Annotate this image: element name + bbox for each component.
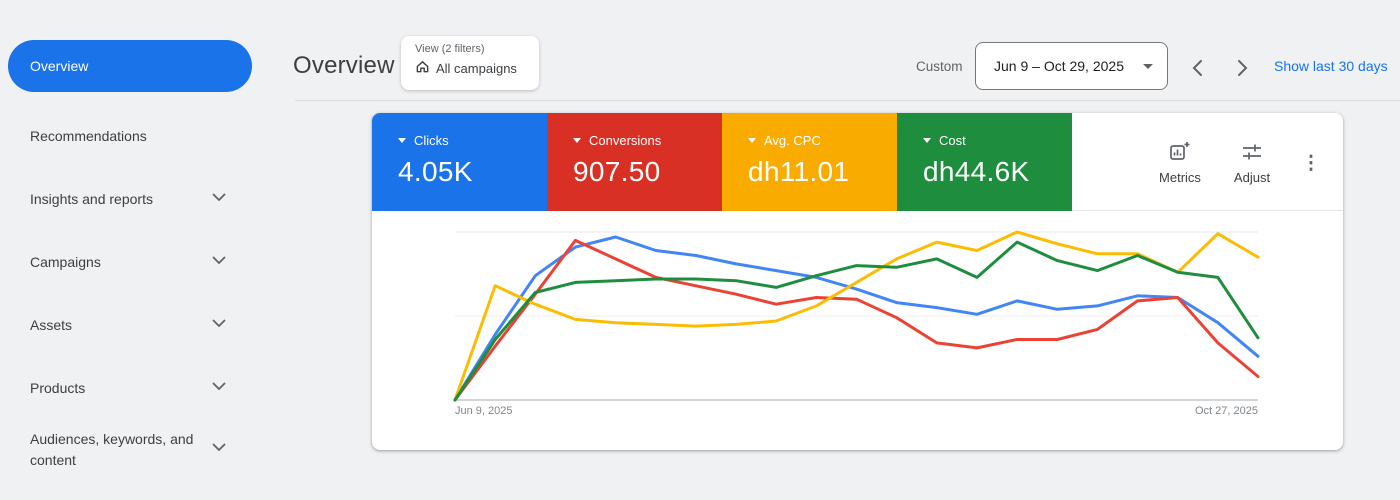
chevron-right-icon [1237,60,1247,76]
chevron-left-icon [1192,60,1202,76]
date-range-value: Jun 9 – Oct 29, 2025 [994,58,1124,74]
chevron-down-icon [212,443,226,451]
previous-period-button[interactable] [1183,54,1211,82]
metrics-button-label: Metrics [1159,170,1201,185]
adjust-button-label: Adjust [1233,170,1271,185]
metric-dropdown-icon [398,138,406,143]
sidebar-item-insights-and-reports[interactable]: Insights and reports [30,189,250,210]
sidebar: Overview Recommendations Insights and re… [0,0,280,500]
chevron-down-icon [212,193,226,201]
chevron-down-icon [212,319,226,327]
filter-summary: View (2 filters) [415,43,485,55]
header-divider [295,100,1400,101]
page-title: Overview [293,52,395,79]
metric-label: Avg. CPC [764,133,821,148]
metric-tile-row: Clicks 4.05K Conversions 907.50 Avg. CPC… [372,113,1343,211]
metric-dropdown-icon [573,138,581,143]
campaign-filter-box[interactable]: View (2 filters) All campaigns [401,36,539,90]
metric-value: 4.05K [398,156,473,187]
metric-dropdown-icon [748,138,756,143]
sidebar-item-recommendations[interactable]: Recommendations [30,126,250,147]
date-range-picker[interactable]: Jun 9 – Oct 29, 2025 [975,42,1168,90]
metric-tile-clicks[interactable]: Clicks 4.05K [372,113,547,211]
series-line-avg-cpc [453,230,1260,402]
sidebar-item-label: Campaigns [30,254,101,270]
metrics-button[interactable]: Metrics [1148,141,1212,187]
metric-label: Cost [939,133,966,148]
sidebar-item-label: Recommendations [30,128,147,144]
kebab-icon: ⋮ [1301,152,1321,174]
series-line-clicks [453,235,1260,402]
sidebar-item-label: Audiences, keywords, and content [30,431,194,468]
adjust-button[interactable]: Adjust [1220,141,1284,187]
show-last-30-days-link[interactable]: Show last 30 days [1274,58,1388,74]
metric-label: Clicks [414,133,449,148]
performance-line-chart [372,211,1343,450]
home-icon [415,59,430,77]
date-range-type-label: Custom [916,59,963,74]
x-axis-end-label: Oct 27, 2025 [1195,405,1258,417]
dropdown-arrow-icon [1143,63,1153,69]
filter-scope-label: All campaigns [436,60,517,76]
series-line-conversions [453,238,1260,402]
sidebar-item-assets[interactable]: Assets [30,315,250,336]
sidebar-item-campaigns[interactable]: Campaigns [30,252,250,273]
metric-tile-cost[interactable]: Cost dh44.6K [897,113,1072,211]
next-period-button[interactable] [1228,54,1256,82]
metric-value: dh11.01 [748,156,850,187]
overview-chart-card: Clicks 4.05K Conversions 907.50 Avg. CPC… [372,113,1343,450]
metric-tile-conversions[interactable]: Conversions 907.50 [547,113,722,211]
adjust-sliders-icon [1220,141,1284,163]
series-line-cost [453,240,1260,402]
sidebar-item-label: Overview [30,58,89,74]
metric-value: 907.50 [573,156,661,187]
metric-dropdown-icon [923,138,931,143]
chevron-down-icon [212,256,226,264]
sidebar-item-products[interactable]: Products [30,378,250,399]
more-options-button[interactable]: ⋮ [1298,146,1324,180]
x-axis-start-label: Jun 9, 2025 [455,405,513,417]
chevron-down-icon [212,382,226,390]
sidebar-item-label: Products [30,380,86,396]
sidebar-item-audiences-keywords-content[interactable]: Audiences, keywords, and content [30,429,226,471]
metrics-chart-icon [1148,141,1212,163]
metric-tile-avg-cpc[interactable]: Avg. CPC dh11.01 [722,113,897,211]
metric-label: Conversions [589,133,662,148]
sidebar-item-label: Assets [30,317,73,333]
metric-value: dh44.6K [923,156,1030,187]
sidebar-item-overview[interactable]: Overview [8,40,252,92]
chart-canvas [453,230,1260,402]
sidebar-item-label: Insights and reports [30,191,153,207]
